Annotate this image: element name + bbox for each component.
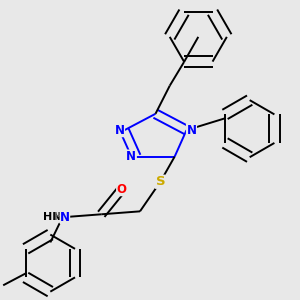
Text: N: N [126, 150, 136, 163]
Text: O: O [117, 183, 127, 196]
Text: N: N [187, 124, 196, 137]
Text: S: S [156, 175, 165, 188]
Text: N: N [60, 211, 70, 224]
Text: H: H [53, 212, 61, 222]
Text: HN: HN [43, 212, 61, 222]
Text: N: N [115, 124, 124, 137]
